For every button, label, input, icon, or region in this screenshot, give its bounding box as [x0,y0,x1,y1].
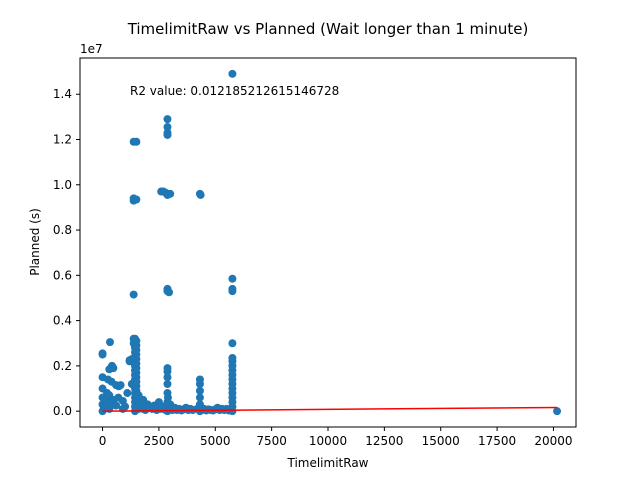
data-point [166,189,175,198]
data-point [163,123,172,132]
x-tick-label: 12500 [365,434,403,448]
data-point [195,393,204,402]
data-point [163,393,172,402]
data-point [228,69,237,78]
x-tick-label: 15000 [422,434,460,448]
data-point [553,407,562,416]
data-point [228,353,237,362]
data-point [121,402,130,411]
data-point [196,190,205,199]
data-point [228,284,237,293]
data-point [132,137,141,146]
data-point [163,115,172,124]
x-tick-label: 10000 [309,434,347,448]
data-point [163,364,172,373]
data-point [163,379,172,388]
data-point [105,338,114,347]
y-axis-label: Planned (s) [28,208,42,276]
data-point [116,381,125,390]
data-point [132,195,141,204]
y-multiplier-label: 1e7 [80,42,103,56]
data-point [98,349,107,358]
data-point [228,274,237,283]
y-tick-label: 0.0 [53,404,72,418]
x-tick-label: 2500 [144,434,175,448]
data-point [109,364,118,373]
y-tick-label: 1.4 [53,87,72,101]
data-points [98,69,562,416]
fit-line [102,406,558,412]
chart-title: TimelimitRaw vs Planned (Wait longer tha… [127,20,529,38]
x-tick-label: 20000 [534,434,572,448]
y-tick-label: 0.2 [53,359,72,373]
y-tick-label: 0.8 [53,223,72,237]
x-tick-label: 7500 [256,434,287,448]
fit-line-layer [102,406,558,412]
y-tick-label: 0.4 [53,314,72,328]
x-axis-label: TimelimitRaw [286,456,368,470]
data-point [195,375,204,384]
data-point [228,339,237,348]
x-tick-label: 17500 [478,434,516,448]
data-point [132,336,141,345]
data-point [163,128,172,137]
y-tick-label: 1.0 [53,178,72,192]
data-point [112,401,121,410]
x-tick-label: 0 [99,434,107,448]
data-point [165,288,174,297]
data-point [129,290,138,299]
x-axis-ticks: 0 2500 5000 7500 10000 12500 15000 17500 20000 [99,427,573,448]
data-point [195,386,204,395]
data-point [163,373,172,382]
x-tick-label: 5000 [200,434,231,448]
data-point [123,389,132,398]
y-tick-label: 1.2 [53,132,72,146]
r2-annotation: R2 value: 0.012185212615146728 [130,84,339,98]
y-axis-ticks: 0.0 0.2 0.4 0.6 0.8 1.0 1.2 1.4 [53,87,80,418]
plot-area [80,58,576,427]
y-tick-label: 0.6 [53,268,72,282]
